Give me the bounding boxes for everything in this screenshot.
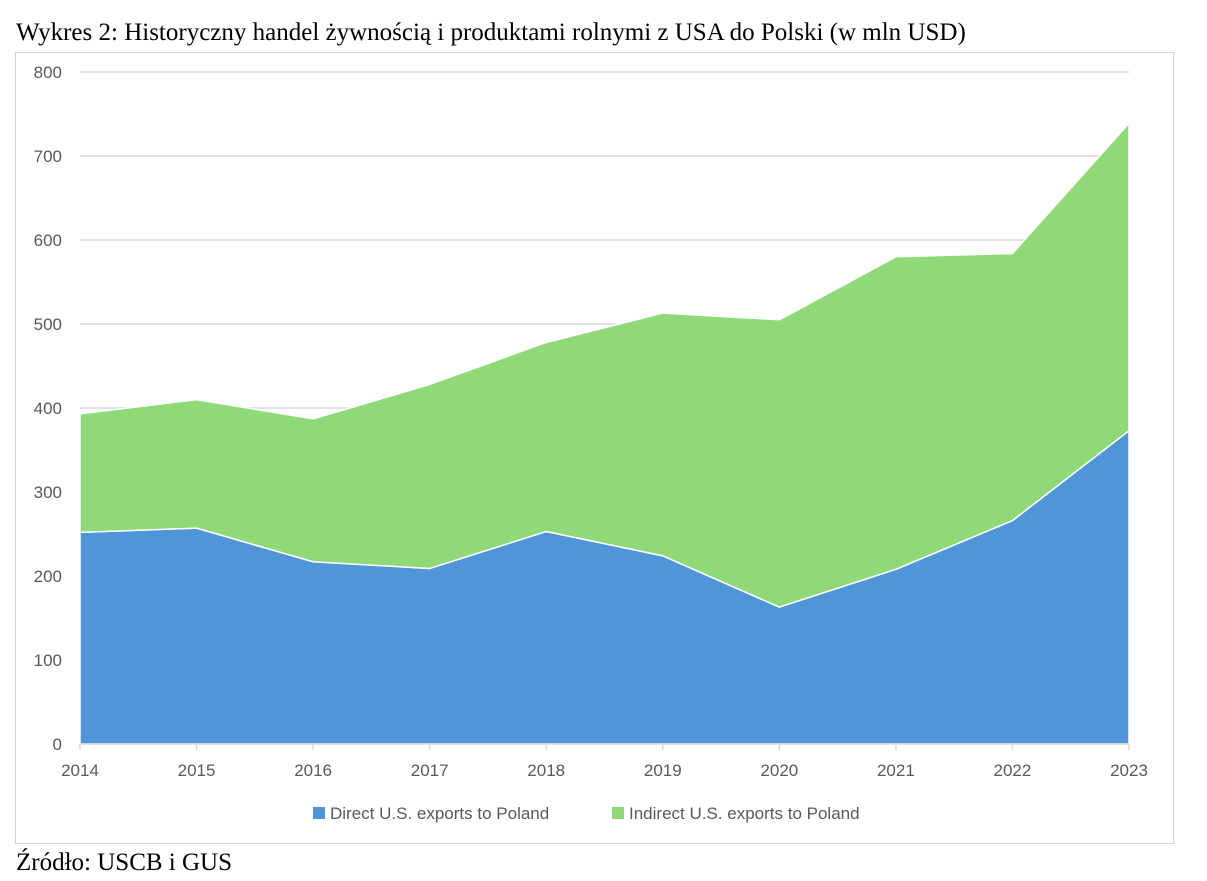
- y-tick-label: 600: [34, 231, 62, 250]
- x-tick-label: 2022: [994, 761, 1032, 780]
- y-tick-label: 0: [53, 735, 62, 754]
- y-tick-label: 700: [34, 147, 62, 166]
- chart-title: Wykres 2: Historyczny handel żywnością i…: [16, 19, 966, 46]
- y-tick-label: 400: [34, 399, 62, 418]
- x-tick-label: 2016: [294, 761, 332, 780]
- x-tick-label: 2023: [1110, 761, 1148, 780]
- x-tick-label: 2020: [760, 761, 798, 780]
- y-tick-label: 200: [34, 567, 62, 586]
- x-tick-label: 2015: [178, 761, 216, 780]
- x-tick-label: 2019: [644, 761, 682, 780]
- y-tick-label: 500: [34, 315, 62, 334]
- series-area-indirect: [79, 122, 1130, 608]
- x-tick-label: 2017: [411, 761, 449, 780]
- x-tick-label: 2018: [527, 761, 565, 780]
- y-tick-label: 800: [34, 63, 62, 82]
- legend-swatch: [313, 807, 325, 819]
- y-tick-label: 300: [34, 483, 62, 502]
- source-note: Źródło: USCB i GUS: [16, 849, 233, 876]
- x-tick-label: 2014: [61, 761, 99, 780]
- legend-label: Direct U.S. exports to Poland: [330, 804, 549, 823]
- y-tick-label: 100: [34, 651, 62, 670]
- legend-label: Indirect U.S. exports to Poland: [629, 804, 860, 823]
- legend-swatch: [612, 807, 624, 819]
- x-tick-label: 2021: [877, 761, 915, 780]
